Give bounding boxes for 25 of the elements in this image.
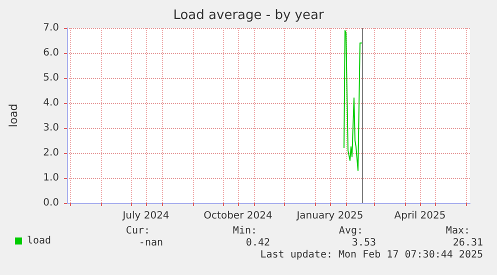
text: 26.31 bbox=[452, 238, 484, 248]
y-tick-label: 7.0 bbox=[43, 22, 59, 34]
text: Avg: bbox=[338, 226, 364, 236]
text: -nan bbox=[138, 238, 164, 248]
text: Last update: Mon Feb 17 07:30:44 2025 bbox=[260, 250, 484, 260]
x-tick-label: July 2024 bbox=[122, 210, 170, 222]
y-tick-label: 6.0 bbox=[43, 48, 59, 58]
y-tick-label: 3.0 bbox=[43, 122, 59, 134]
chart-title: Load average - by year bbox=[173, 8, 324, 23]
y-tick-label: 2.0 bbox=[43, 148, 59, 158]
text: 0.42 bbox=[246, 238, 270, 248]
text: 3.53 bbox=[352, 238, 376, 248]
y-axis-title: load bbox=[7, 104, 20, 128]
text: Max: bbox=[446, 226, 470, 236]
y-tick-label: 0.0 bbox=[43, 198, 59, 208]
x-tick-label: April 2025 bbox=[394, 210, 446, 222]
text: Min: bbox=[232, 226, 258, 236]
legend-label: load bbox=[27, 236, 52, 246]
x-tick-label: January 2025 bbox=[296, 210, 364, 222]
x-tick-label: October 2024 bbox=[204, 210, 272, 222]
text: Cur: bbox=[126, 226, 150, 236]
y-tick-label: 4.0 bbox=[43, 98, 59, 108]
line-series bbox=[344, 30, 362, 171]
y-tick-label: 5.0 bbox=[43, 72, 59, 84]
y-tick-label: 1.0 bbox=[43, 172, 59, 184]
